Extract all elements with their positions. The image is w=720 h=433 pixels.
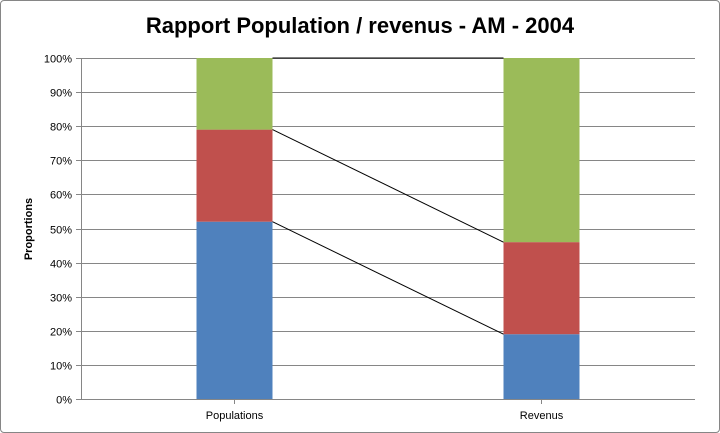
x-tick-label: Populations: [206, 410, 264, 422]
y-tick-label: 70%: [50, 156, 72, 168]
bar-segment: [196, 221, 273, 399]
y-tick-label: 30%: [50, 293, 72, 305]
y-tick-label: 60%: [50, 190, 72, 202]
bar-segment: [196, 58, 273, 130]
gridlines: [81, 58, 695, 366]
bars: [196, 58, 580, 399]
y-axis-label: Proportions: [23, 198, 35, 260]
y-tick-label: 90%: [50, 88, 72, 100]
bar-segment: [503, 242, 580, 335]
series-lines: [272, 57, 504, 335]
y-tick-label: 20%: [50, 327, 72, 339]
y-tick-label: 100%: [44, 54, 72, 66]
axes: 0% 10% 20% 30% 40% 50% 60% 70% 80% 90% 100% Populat…: [44, 54, 695, 422]
y-tick-label: 0%: [56, 395, 72, 407]
y-tick-label: 50%: [50, 225, 72, 237]
bar-segment: [503, 58, 580, 243]
y-tick-label: 40%: [50, 259, 72, 271]
y-tick-label: 80%: [50, 122, 72, 134]
y-tick-label: 10%: [50, 361, 72, 373]
chart-title: Rapport Population / revenus - AM - 2004: [145, 13, 575, 38]
bar-segment: [196, 129, 273, 222]
x-tick-label: Revenus: [520, 410, 564, 422]
series-line: [272, 221, 504, 335]
bar-segment: [503, 334, 580, 399]
series-line: [272, 129, 504, 243]
